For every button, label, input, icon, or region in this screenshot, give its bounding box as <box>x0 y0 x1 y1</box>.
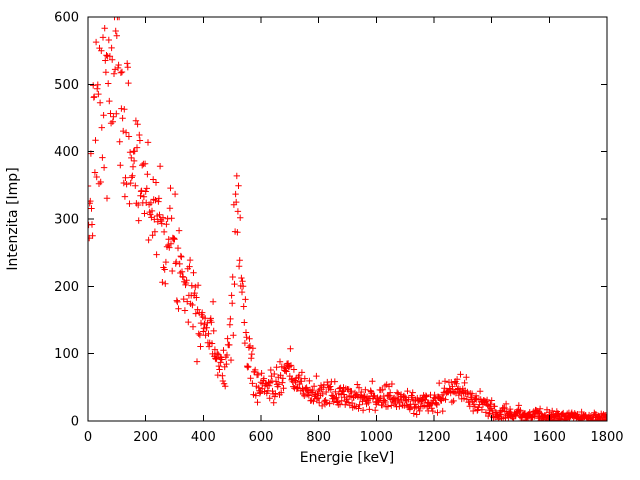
y-tick-label: 200 <box>54 280 79 295</box>
x-tick-label: 800 <box>306 430 331 445</box>
axes <box>87 16 608 422</box>
x-tick-label: 1000 <box>360 430 393 445</box>
x-tick-label: 1200 <box>417 430 450 445</box>
tick-labels: 0 200 400 600 800 1000 1200 1400 1600 1800 0 100 200… <box>54 11 623 446</box>
x-axis-label: Energie [keV] <box>300 450 394 466</box>
scatter-markers <box>88 17 607 421</box>
x-tick-label: 1400 <box>475 430 508 445</box>
y-tick-label: 500 <box>54 78 79 93</box>
x-tick-label: 200 <box>133 430 158 445</box>
y-tick-label: 600 <box>54 11 79 26</box>
x-tick-label: 600 <box>249 430 274 445</box>
x-tick-label: 0 <box>84 430 92 445</box>
y-axis-label: Intenzita [Imp] <box>5 167 21 270</box>
x-tick-label: 1800 <box>590 430 623 445</box>
y-tick-label: 100 <box>54 347 79 362</box>
y-tick-label: 400 <box>54 145 79 160</box>
data-points <box>88 17 607 421</box>
x-tick-label: 400 <box>191 430 216 445</box>
x-tick-label: 1600 <box>533 430 566 445</box>
y-tick-label: 300 <box>54 213 79 228</box>
y-tick-label: 0 <box>71 415 79 430</box>
